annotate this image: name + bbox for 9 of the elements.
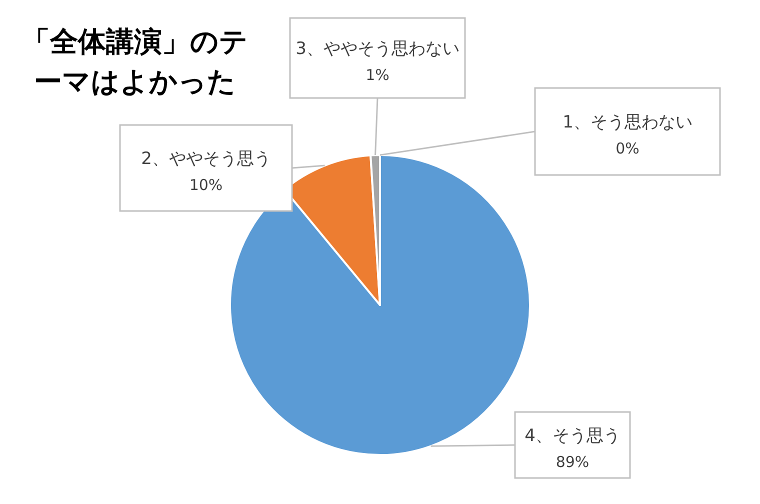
data-label: 89% xyxy=(556,453,590,471)
category-label: 1、そう思わない xyxy=(562,112,692,132)
chart-title: 「全体講演」のテーマはよかった xyxy=(22,24,248,100)
slice-label: 2、ややそう思う xyxy=(141,149,271,169)
text: 0% xyxy=(616,140,640,158)
data-label: 10% xyxy=(189,176,223,194)
slice-label: 3、ややそう思わない xyxy=(296,39,460,59)
slice-label: 4、そう思う xyxy=(524,426,620,446)
data-label: 1% xyxy=(366,66,390,84)
